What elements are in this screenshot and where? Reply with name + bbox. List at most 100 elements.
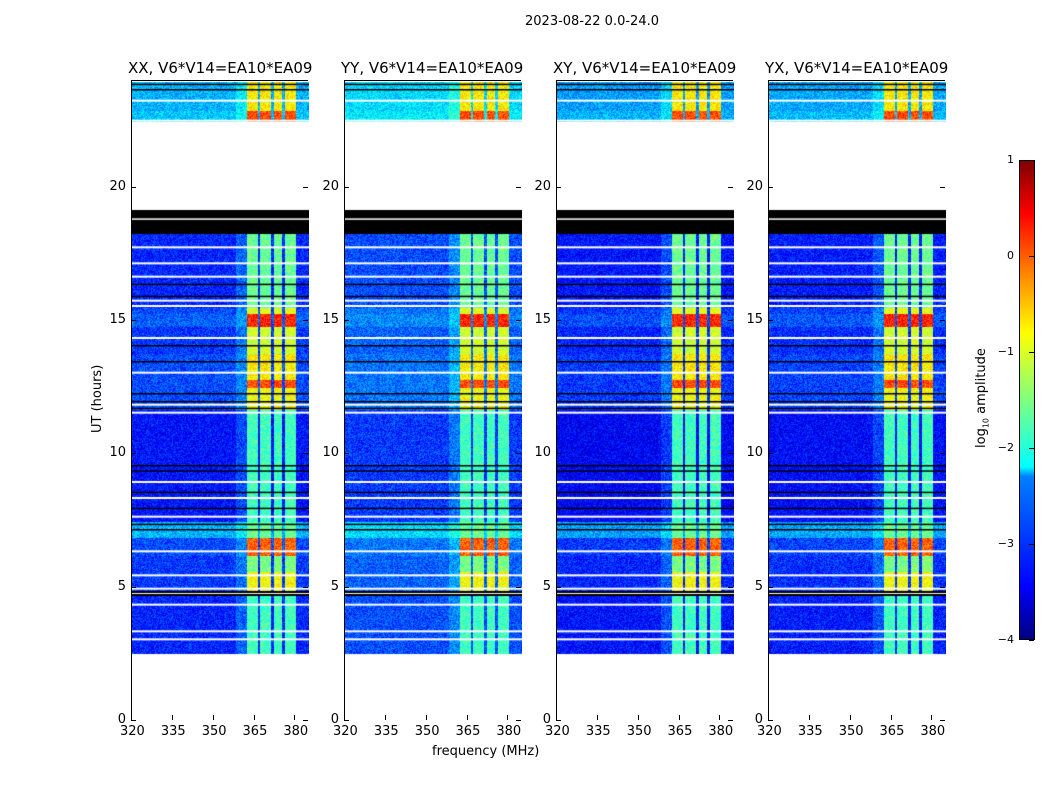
y-tick-mark [303,186,308,188]
y-tick-mark [131,186,136,188]
x-tick-mark [556,715,557,720]
y-tick-mark [940,720,945,721]
x-tick-label: 350 [414,724,440,739]
y-tick-mark [556,186,561,188]
y-tick-label: 20 [534,178,551,194]
y-tick-label: 10 [109,445,126,461]
y-tick-mark [556,720,561,721]
y-tick-mark [940,453,945,455]
x-tick-mark [890,715,892,720]
y-tick-mark [940,320,945,321]
y-tick-mark [516,186,521,188]
y-tick-mark [556,320,561,321]
x-tick-label: 380 [920,724,946,739]
colorbar-label-sub: 10 [981,417,991,429]
x-axis-label: frequency (MHz) [432,744,540,759]
colorbar-tick-label: −3 [997,537,1014,550]
x-tick-label: 320 [545,724,570,739]
waterfall-panel [556,80,734,721]
y-tick-mark [516,586,521,588]
panel-title: XY, V6*V14=EA10*EA09 [553,59,737,77]
y-tick-label: 20 [322,178,339,194]
x-tick-label: 335 [373,724,399,739]
y-tick-mark [728,320,733,321]
colorbar-tick-mark [1029,448,1034,449]
y-tick-label: 10 [322,445,339,461]
y-tick-label: 15 [322,312,339,327]
y-tick-mark [344,586,349,588]
x-tick-mark [466,715,468,720]
y-tick-mark [768,720,773,721]
y-tick-mark [303,720,308,721]
x-tick-mark [253,715,255,720]
x-tick-label: 350 [201,724,227,739]
y-tick-label: 20 [746,178,763,194]
y-tick-mark [768,453,773,455]
heatmap-image [132,81,309,721]
colorbar-tick-mark [1029,544,1034,545]
x-tick-label: 350 [838,724,864,739]
y-tick-mark [344,186,349,188]
waterfall-panel [344,80,522,721]
y-tick-mark [344,453,349,455]
colorbar-tick-mark [1029,160,1034,161]
x-tick-mark [719,715,721,720]
colorbar-tick-mark [1029,352,1034,353]
x-tick-mark [344,715,345,720]
x-tick-mark [131,715,132,720]
waterfall-panel [768,80,946,721]
x-tick-label: 365 [455,724,481,739]
heatmap-image [557,81,734,721]
panel-title: YX, V6*V14=EA10*EA09 [765,59,949,77]
y-tick-mark [728,186,733,188]
y-tick-label: 15 [109,312,126,327]
y-tick-mark [768,320,773,321]
y-tick-label: 5 [754,578,763,594]
colorbar-tick-mark [1029,256,1034,257]
y-tick-mark [940,186,945,188]
figure-title: 2023-08-22 0.0-24.0 [525,14,659,29]
y-tick-mark [131,720,136,721]
y-tick-label: 10 [534,445,551,461]
heatmap-image [769,81,946,721]
y-tick-mark [728,720,733,721]
x-tick-label: 365 [879,724,905,739]
panel-title: YY, V6*V14=EA10*EA09 [341,59,524,77]
y-tick-mark [131,320,136,321]
x-tick-label: 320 [757,724,782,739]
y-tick-mark [303,586,308,588]
x-tick-label: 335 [160,724,186,739]
x-tick-label: 365 [667,724,693,739]
y-tick-mark [131,586,136,588]
x-tick-mark [768,715,769,720]
y-tick-mark [303,453,308,455]
y-tick-mark [303,320,308,321]
y-tick-mark [768,186,773,188]
x-tick-label: 365 [242,724,268,739]
x-tick-mark [808,715,810,720]
x-tick-label: 320 [120,724,145,739]
x-tick-mark [294,715,296,720]
x-tick-mark [212,715,214,720]
y-tick-label: 15 [534,312,551,327]
colorbar-label-log: log [974,428,989,448]
y-tick-label: 5 [117,578,126,594]
y-tick-mark [344,320,349,321]
panel-title: XX, V6*V14=EA10*EA09 [128,59,313,77]
x-tick-mark [425,715,427,720]
colorbar-tick-label: −4 [997,633,1014,646]
x-tick-mark [931,715,933,720]
x-tick-mark [678,715,680,720]
y-tick-mark [131,453,136,455]
y-tick-label: 15 [746,312,763,327]
x-tick-mark [171,715,173,720]
colorbar-tick-label: −2 [997,441,1014,454]
x-tick-label: 335 [797,724,823,739]
colorbar-label: log10 amplitude [974,348,991,448]
y-axis-label: UT (hours) [90,364,105,433]
y-tick-label: 0 [117,712,126,727]
colorbar [1019,160,1035,640]
y-tick-mark [344,720,349,721]
x-tick-mark [596,715,598,720]
